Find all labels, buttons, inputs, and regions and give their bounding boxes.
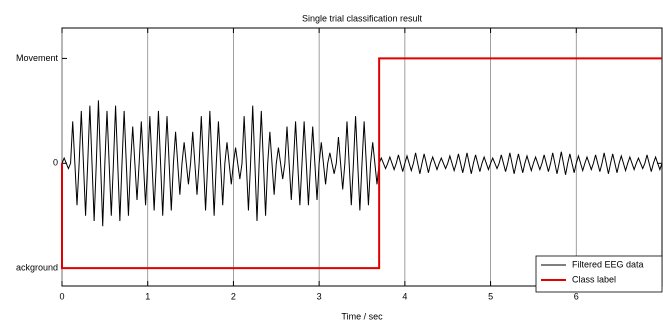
- legend-label: Filtered EEG data: [572, 259, 644, 269]
- x-tick-label: 4: [402, 291, 407, 301]
- y-tick-label: Movement: [16, 53, 59, 63]
- x-tick-label: 6: [574, 291, 579, 301]
- x-axis-label: Time / sec: [341, 311, 383, 321]
- legend-box: [535, 255, 663, 293]
- legend-label: Class label: [572, 274, 616, 284]
- chart-title: Single trial classification result: [302, 13, 423, 23]
- y-tick-label: ackground: [16, 263, 58, 273]
- x-tick-label: 2: [231, 291, 236, 301]
- x-tick-label: 0: [59, 291, 64, 301]
- x-tick-label: 3: [317, 291, 322, 301]
- x-tick-label: 1: [145, 291, 150, 301]
- x-tick-label: 5: [488, 291, 493, 301]
- series-line: [61, 57, 662, 270]
- series-line: [61, 100, 663, 227]
- y-tick-label: 0: [53, 158, 58, 168]
